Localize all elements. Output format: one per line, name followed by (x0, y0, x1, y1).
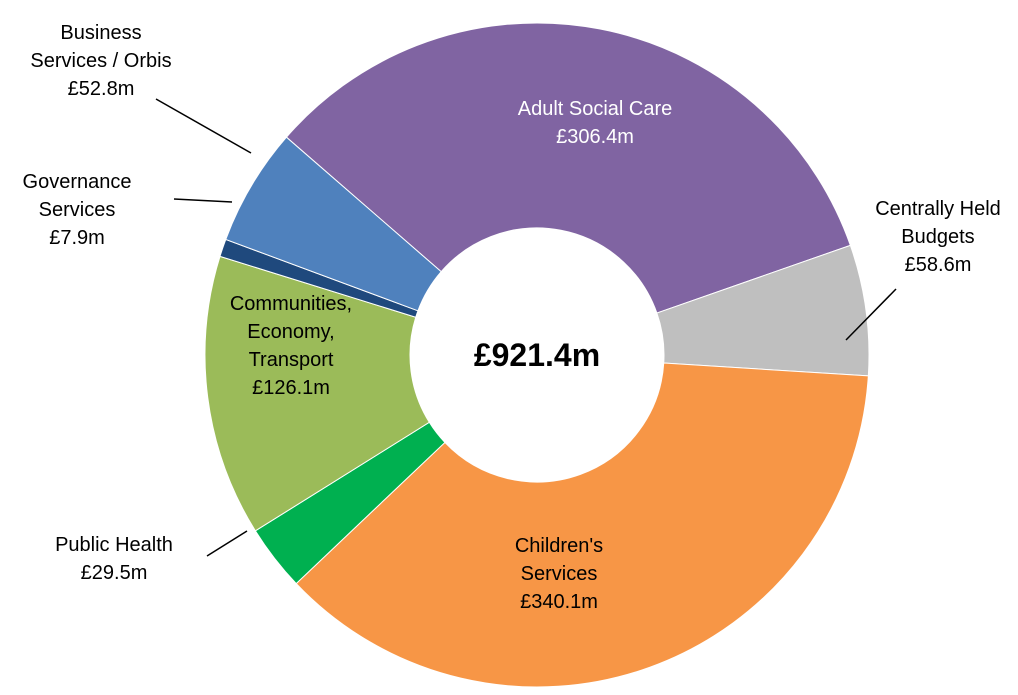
data-label-line: Budgets (901, 226, 974, 248)
data-label-line: Services (39, 199, 116, 221)
data-label-line: Services (521, 563, 598, 585)
data-label-line: Economy, (247, 321, 334, 343)
leader-line-governance-services (173, 198, 233, 203)
data-label-line: Transport (249, 349, 334, 371)
center-total-label: £921.4m (474, 337, 600, 373)
data-label-line: £340.1m (520, 591, 598, 613)
data-label-governance-services: Governance Services £7.9m (23, 171, 132, 249)
slice-group (204, 22, 870, 688)
slice-children-s-services (295, 362, 869, 688)
leader-line-business-services-orbis (155, 98, 252, 154)
data-label-line: Services / Orbis (30, 50, 171, 72)
data-label-line: £29.5m (81, 562, 148, 584)
slice-communities-economy-transport (204, 255, 430, 532)
data-label-group: Adult Social Care £306.4m Centrally Held Bu… (23, 22, 1001, 613)
data-label-business-services-orbis: Business Services / Orbis £52.8m (30, 22, 171, 100)
data-label-line: Governance (23, 171, 132, 193)
data-label-children-s-services: Children's Services £340.1m (515, 535, 603, 613)
data-label-adult-social-care: Adult Social Care £306.4m (518, 98, 673, 148)
slice-adult-social-care (285, 22, 852, 314)
data-label-public-health: Public Health £29.5m (55, 534, 173, 584)
data-label-line: Business (60, 22, 141, 44)
data-label-line: Public Health (55, 534, 173, 556)
data-label-line: Centrally Held (875, 198, 1001, 220)
leader-line-centrally-held-budgets (845, 288, 897, 341)
data-label-line: £126.1m (252, 377, 330, 399)
data-label-line: Children's (515, 535, 603, 557)
data-label-line: £306.4m (556, 126, 634, 148)
data-label-communities-economy-transport: Communities, Economy, Transport £126.1m (230, 293, 352, 399)
data-label-line: £7.9m (49, 227, 105, 249)
data-label-line: £52.8m (68, 78, 135, 100)
slice-business-services-orbis (225, 136, 442, 312)
data-label-centrally-held-budgets: Centrally Held Budgets £58.6m (875, 198, 1001, 276)
data-label-line: £58.6m (905, 254, 972, 276)
data-label-line: Adult Social Care (518, 98, 673, 120)
leader-line-group (155, 98, 897, 557)
data-label-line: Communities, (230, 293, 352, 315)
leader-line-public-health (206, 530, 248, 557)
